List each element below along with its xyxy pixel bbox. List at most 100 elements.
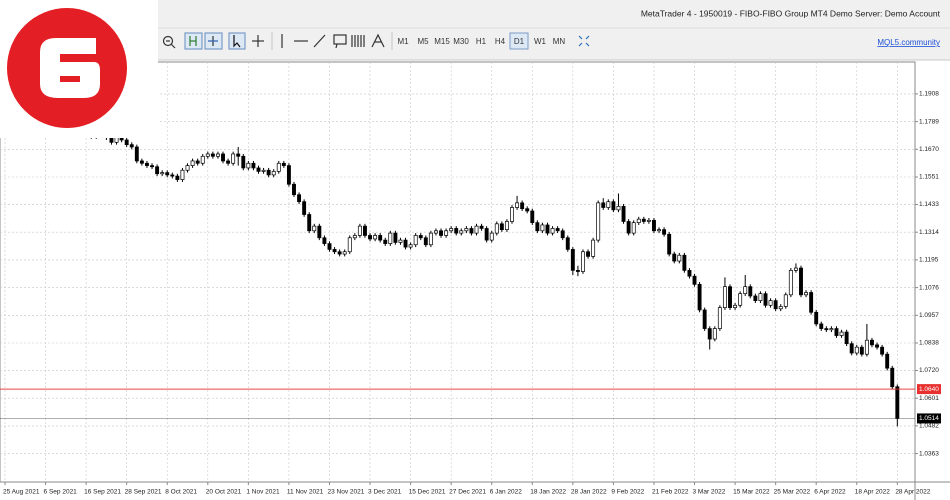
candle-body bbox=[662, 229, 667, 235]
candle-body bbox=[423, 237, 428, 246]
cursor-button[interactable] bbox=[228, 32, 246, 50]
candle-body bbox=[469, 228, 474, 234]
autoscale-button[interactable] bbox=[578, 35, 590, 47]
candle-body bbox=[352, 235, 357, 239]
candle-body bbox=[388, 232, 393, 244]
candle-body bbox=[231, 153, 236, 164]
candle-body bbox=[408, 244, 413, 248]
timeframe-button[interactable]: MN bbox=[553, 37, 566, 46]
candle-body bbox=[702, 309, 707, 329]
mql5-link[interactable]: MQL5.community bbox=[877, 38, 940, 47]
candle-body bbox=[778, 306, 783, 310]
x-tick-label: 3 Dec 2021 bbox=[368, 489, 402, 496]
candle-body bbox=[717, 307, 722, 329]
x-tick-label: 18 Apr 2022 bbox=[855, 489, 890, 496]
x-tick-label: 16 Sep 2021 bbox=[84, 489, 121, 496]
candle-body bbox=[753, 295, 758, 301]
candle-body bbox=[611, 201, 616, 211]
timeframe-button[interactable]: M30 bbox=[453, 37, 469, 46]
active-timeframe-box bbox=[509, 32, 529, 50]
y-tick-label: 1.1195 bbox=[919, 257, 939, 264]
y-tick-label: 1.0601 bbox=[919, 395, 939, 402]
candle-body bbox=[292, 183, 296, 196]
candle-body bbox=[124, 139, 129, 145]
candle-body bbox=[819, 323, 824, 329]
candle-body bbox=[160, 172, 165, 175]
scroll-button[interactable] bbox=[184, 32, 203, 50]
candle-body bbox=[327, 243, 332, 250]
candle-body bbox=[870, 339, 874, 346]
candle-body bbox=[246, 162, 251, 169]
candle-body bbox=[829, 328, 834, 331]
y-tick-label: 1.0363 bbox=[919, 450, 939, 457]
candle-body bbox=[302, 201, 307, 215]
candle-body bbox=[738, 293, 743, 306]
y-tick-label: 1.1433 bbox=[919, 201, 939, 208]
candle-body bbox=[834, 328, 839, 336]
candle-body bbox=[363, 225, 367, 236]
candle-body bbox=[550, 228, 555, 234]
candle-body bbox=[799, 267, 803, 296]
candle-body bbox=[276, 162, 281, 172]
toolbar-area bbox=[0, 0, 950, 60]
shift-button[interactable] bbox=[204, 32, 223, 50]
price-label-box bbox=[917, 384, 941, 395]
candle-body bbox=[494, 223, 499, 234]
y-tick-label: 1.1908 bbox=[919, 91, 939, 98]
candle-body bbox=[479, 225, 484, 229]
candle-body bbox=[525, 208, 530, 212]
y-tick-label: 1.1076 bbox=[919, 284, 939, 291]
candle-body bbox=[256, 167, 261, 172]
candle-body bbox=[692, 275, 697, 285]
candle-body bbox=[839, 331, 844, 336]
timeframe-button[interactable]: M15 bbox=[434, 37, 450, 46]
candle-body bbox=[641, 218, 646, 222]
candle-body bbox=[499, 223, 504, 230]
candle-body bbox=[763, 293, 768, 306]
candle-body bbox=[190, 160, 195, 166]
timeframe-button[interactable]: M1 bbox=[397, 37, 409, 46]
x-tick-label: 6 Apr 2022 bbox=[814, 489, 846, 496]
y-tick-label: 1.1551 bbox=[919, 174, 939, 181]
text-button[interactable] bbox=[333, 34, 347, 49]
candle-body bbox=[728, 286, 732, 308]
price-label: 1.0514 bbox=[919, 415, 939, 422]
candle-body bbox=[312, 225, 317, 232]
candle-body bbox=[515, 202, 520, 208]
zoom-out-button[interactable] bbox=[162, 35, 176, 49]
y-tick-label: 1.1789 bbox=[919, 118, 939, 125]
timeframe-button[interactable]: D1 bbox=[514, 37, 525, 46]
timeframe-button[interactable]: H4 bbox=[495, 37, 506, 46]
candle-body bbox=[535, 222, 540, 232]
candle-body bbox=[631, 222, 636, 234]
price-label-box bbox=[917, 413, 941, 424]
candle-body bbox=[165, 172, 170, 176]
x-tick-label: 21 Feb 2022 bbox=[652, 489, 689, 496]
fibonacci-button[interactable] bbox=[351, 35, 365, 47]
candle-body bbox=[195, 160, 200, 164]
x-tick-label: 28 Sep 2021 bbox=[125, 489, 162, 496]
candle-body bbox=[221, 153, 225, 162]
candle-body bbox=[722, 286, 727, 308]
x-tick-label: 25 Aug 2021 bbox=[3, 489, 40, 496]
timeframe-button[interactable]: H1 bbox=[476, 37, 487, 46]
y-tick-label: 1.1670 bbox=[919, 146, 939, 153]
candle-body bbox=[155, 166, 160, 175]
candle-body bbox=[707, 328, 712, 340]
candle-body bbox=[824, 328, 829, 331]
candle-body bbox=[814, 311, 819, 325]
crosshair-button[interactable] bbox=[252, 35, 264, 47]
x-tick-label: 6 Jan 2022 bbox=[490, 489, 523, 496]
trendline-button[interactable] bbox=[313, 34, 326, 48]
candle-body bbox=[251, 162, 256, 169]
candle-body bbox=[672, 253, 677, 262]
x-tick-label: 3 Mar 2022 bbox=[693, 489, 726, 496]
timeframe-button[interactable]: W1 bbox=[534, 37, 547, 46]
candle-body bbox=[337, 251, 342, 255]
objects-button[interactable] bbox=[371, 33, 385, 48]
candle-body bbox=[378, 235, 383, 241]
candle-body bbox=[560, 230, 565, 239]
timeframe-button[interactable]: M5 bbox=[417, 37, 429, 46]
